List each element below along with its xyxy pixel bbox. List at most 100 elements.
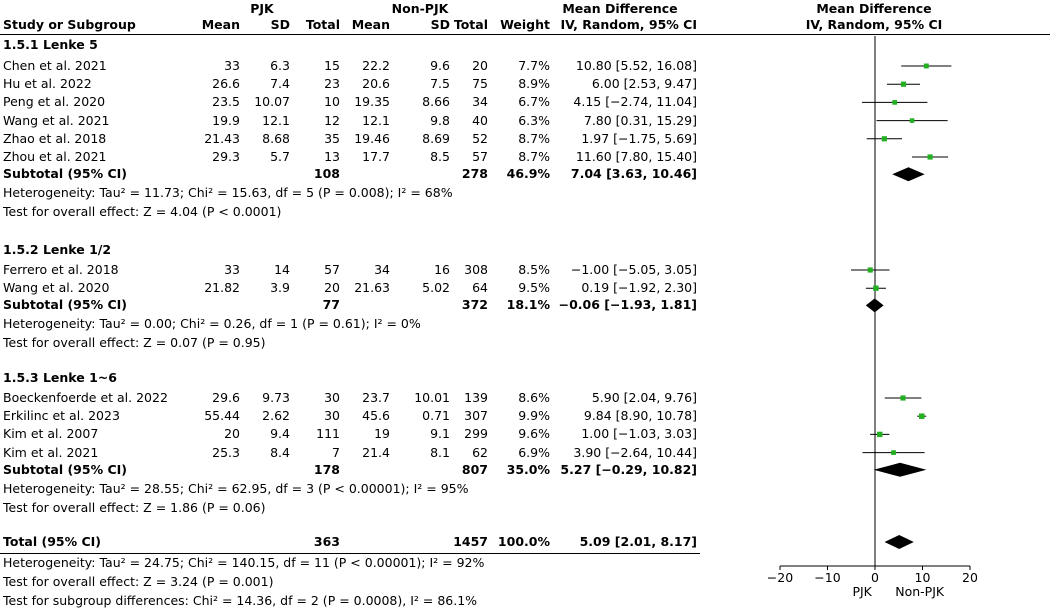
study-n2: 20 <box>472 58 488 73</box>
pooled-diamond <box>873 462 927 477</box>
study-n1: 12 <box>324 112 340 128</box>
total-overall-effect: Test for overall effect: Z = 3.24 (P = 0… <box>3 574 274 589</box>
heterogeneity-text: Heterogeneity: Tau² = 0.00; Chi² = 0.26,… <box>3 316 421 332</box>
study-sd2: 9.1 <box>430 426 450 442</box>
study-n1: 35 <box>324 130 340 146</box>
subgroup-differences: Test for subgroup differences: Chi² = 14… <box>3 593 478 608</box>
study-ci: 0.19 [−1.92, 2.30] <box>581 280 697 296</box>
study-sd2: 5.02 <box>422 280 450 296</box>
study-n2: 139 <box>464 390 488 405</box>
md-subheader: IV, Random, 95% CI <box>560 17 697 32</box>
study-ci: 3.90 [−2.64, 10.44] <box>573 444 697 460</box>
subtotal-n1: 77 <box>322 297 340 313</box>
study-m1: 21.43 <box>204 130 240 146</box>
study-m2: 22.2 <box>362 58 390 73</box>
study-w: 8.7% <box>518 149 550 164</box>
study-name: Peng et al. 2020 <box>3 94 106 110</box>
study-point <box>877 431 883 438</box>
study-w: 9.9% <box>518 408 550 424</box>
study-m1: 29.6 <box>212 390 240 405</box>
study-column-header: Study or Subgroup <box>3 17 136 32</box>
subtotal-ci: 5.27 [−0.29, 10.82] <box>560 461 697 477</box>
study-w: 6.7% <box>518 94 550 110</box>
total-rule <box>0 553 700 554</box>
heterogeneity-text: Heterogeneity: Tau² = 11.73; Chi² = 15.6… <box>3 185 453 201</box>
study-n2: 34 <box>472 94 488 110</box>
study-sd1: 3.9 <box>270 280 290 296</box>
study-ci: 7.80 [0.31, 15.29] <box>583 112 697 128</box>
study-point <box>900 81 907 87</box>
subtotal-n1: 108 <box>313 166 340 182</box>
study-sd2: 9.6 <box>430 58 450 73</box>
subtotal-label: Subtotal (95% CI) <box>3 297 127 313</box>
study-sd2: 10.01 <box>414 390 450 405</box>
plot-title: Mean Difference <box>816 1 932 16</box>
study-w: 8.7% <box>518 130 550 146</box>
study-ci: 1.00 [−1.03, 3.03] <box>581 426 697 442</box>
study-m1: 55.44 <box>204 408 240 424</box>
study-sd2: 8.66 <box>422 94 450 110</box>
total1-header: Total <box>305 17 340 32</box>
x-tick-label: 20 <box>962 570 978 585</box>
study-sd2: 8.1 <box>430 444 450 460</box>
study-ci: 10.80 [5.52, 16.08] <box>575 58 697 73</box>
pooled-diamond <box>892 167 925 182</box>
study-n2: 307 <box>464 408 488 424</box>
study-n2: 64 <box>472 280 488 296</box>
subtotal-weight: 46.9% <box>506 166 550 182</box>
subtotal-n2: 278 <box>461 166 488 182</box>
study-point <box>867 267 873 273</box>
study-m2: 12.1 <box>362 112 390 128</box>
study-name: Kim et al. 2007 <box>3 426 99 442</box>
study-name: Hu et al. 2022 <box>3 76 92 92</box>
total-ci: 5.09 [2.01, 8.17] <box>579 534 697 549</box>
mean2-header: Mean <box>351 17 390 32</box>
study-sd1: 5.7 <box>270 149 290 164</box>
study-sd1: 14 <box>274 262 290 277</box>
favours-left-label: PJK <box>852 584 872 599</box>
study-n1: 7 <box>332 444 340 460</box>
study-ci: 4.15 [−2.74, 11.04] <box>573 94 697 110</box>
study-sd1: 9.4 <box>270 426 290 442</box>
study-m2: 19.46 <box>354 130 390 146</box>
favours-right-label: Non-PJK <box>895 584 945 599</box>
study-m1: 26.6 <box>212 76 240 92</box>
sd1-header: SD <box>270 17 290 32</box>
study-name: Zhou et al. 2021 <box>3 149 107 164</box>
study-n2: 40 <box>472 112 488 128</box>
subtotal-n2: 807 <box>461 461 488 477</box>
study-m1: 20 <box>224 426 240 442</box>
study-sd2: 16 <box>434 262 450 277</box>
study-sd1: 8.4 <box>270 444 290 460</box>
study-point <box>909 118 915 123</box>
study-sd1: 12.1 <box>262 112 290 128</box>
study-n2: 308 <box>464 262 488 277</box>
study-n1: 20 <box>324 280 340 296</box>
study-m2: 34 <box>374 262 390 277</box>
study-n2: 299 <box>464 426 488 442</box>
subgroup-title: 1.5.1 Lenke 5 <box>3 37 98 52</box>
study-sd1: 9.73 <box>262 390 290 405</box>
study-m2: 23.7 <box>362 390 390 405</box>
study-w: 8.5% <box>518 262 550 277</box>
study-n1: 57 <box>324 262 340 277</box>
study-w: 6.9% <box>518 444 550 460</box>
study-point <box>927 154 933 160</box>
study-ci: 9.84 [8.90, 10.78] <box>583 408 697 424</box>
total-heterogeneity: Heterogeneity: Tau² = 24.75; Chi² = 140.… <box>3 555 485 570</box>
overall-effect-text: Test for overall effect: Z = 0.07 (P = 0… <box>3 335 266 351</box>
study-w: 8.9% <box>518 76 550 92</box>
study-n1: 23 <box>324 76 340 92</box>
subtotal-weight: 35.0% <box>506 461 550 477</box>
study-sd2: 8.5 <box>430 149 450 164</box>
plot-subheader: IV, Random, 95% CI <box>805 17 943 32</box>
study-point <box>892 100 898 105</box>
study-name: Erkilinc et al. 2023 <box>3 408 120 424</box>
study-n1: 15 <box>324 58 340 73</box>
study-ci: −1.00 [−5.05, 3.05] <box>570 262 697 277</box>
study-sd1: 6.3 <box>270 58 290 73</box>
study-name: Zhao et al. 2018 <box>3 130 107 146</box>
study-m1: 21.82 <box>204 280 240 296</box>
study-name: Chen et al. 2021 <box>3 58 107 73</box>
